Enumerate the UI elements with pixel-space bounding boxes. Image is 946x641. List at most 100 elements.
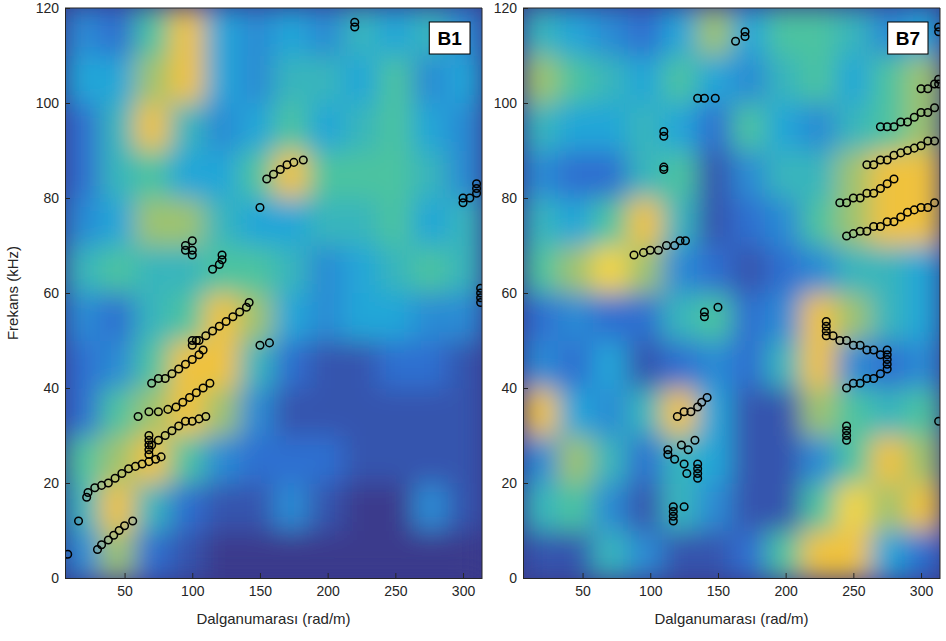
heat-cell <box>274 56 309 104</box>
heat-cell <box>593 388 628 436</box>
point <box>890 175 898 183</box>
heat-cell <box>204 388 239 436</box>
heat-cell <box>308 293 343 341</box>
heat-cell <box>766 483 801 531</box>
point <box>856 341 864 349</box>
heat-cell <box>836 8 871 56</box>
point <box>843 422 851 430</box>
tick-label: 0 <box>509 570 517 586</box>
point <box>168 427 176 435</box>
heat-cell <box>732 151 767 199</box>
heat-cell <box>169 436 204 484</box>
tick: 300 <box>452 573 476 599</box>
tick: 20 <box>501 475 528 491</box>
heat-cell <box>801 436 836 484</box>
tick-mark <box>853 573 854 578</box>
heat-cell <box>274 246 309 294</box>
heat-cell <box>836 293 871 341</box>
tick-mark <box>395 573 396 578</box>
point <box>161 375 169 383</box>
tick-label: 100 <box>639 583 663 599</box>
figure: 50100150200250300020406080100120B1Dalgan… <box>0 0 946 641</box>
heat-cell <box>732 293 767 341</box>
heat-cell <box>378 436 413 484</box>
point <box>182 242 190 250</box>
tick-mark <box>463 573 464 578</box>
heat-cell <box>308 483 343 531</box>
point <box>94 546 102 554</box>
heat-cell <box>169 246 204 294</box>
heat-cell <box>135 198 170 246</box>
plot-frame <box>523 8 940 578</box>
heat-cell <box>447 483 482 531</box>
heat-cell <box>871 341 906 389</box>
tick-label: 250 <box>384 583 408 599</box>
point <box>883 346 891 354</box>
heat-cell <box>135 483 170 531</box>
heat-cell <box>627 246 662 294</box>
point <box>155 408 163 416</box>
point <box>188 237 196 245</box>
heat-cell <box>100 246 135 294</box>
heat-cell <box>413 246 448 294</box>
heat-cell <box>65 56 100 104</box>
point <box>910 113 918 121</box>
heat-cell <box>662 56 697 104</box>
tick-label: 120 <box>36 0 60 16</box>
heat-cell <box>558 388 593 436</box>
heat-cell <box>523 388 558 436</box>
heat-cell <box>593 531 628 579</box>
heat-cell <box>662 8 697 56</box>
heat-cell <box>65 293 100 341</box>
x-axis-title: Dalganumarası (rad/m) <box>196 610 350 627</box>
point <box>863 227 871 235</box>
point <box>263 175 271 183</box>
point <box>145 408 153 416</box>
tick-mark <box>921 573 922 578</box>
heat-cell <box>308 103 343 151</box>
point <box>829 332 837 340</box>
point <box>843 384 851 392</box>
tick: 200 <box>316 573 340 599</box>
heatmap-cells <box>523 8 940 578</box>
heat-cell <box>413 56 448 104</box>
heat-cell <box>343 56 378 104</box>
heat-cell <box>169 293 204 341</box>
heat-cell <box>766 531 801 579</box>
heat-cell <box>697 56 732 104</box>
tick-label: 100 <box>181 583 205 599</box>
heat-cell <box>871 56 906 104</box>
heat-cell <box>801 388 836 436</box>
heat-cell <box>239 531 274 579</box>
point <box>195 337 203 345</box>
point <box>843 199 851 207</box>
heat-cell <box>697 388 732 436</box>
tick-mark <box>192 573 193 578</box>
heat-cell <box>378 198 413 246</box>
point <box>684 446 692 454</box>
tick-label: 40 <box>43 380 59 396</box>
heat-cell <box>697 198 732 246</box>
heat-cell <box>801 531 836 579</box>
tick-label: 200 <box>316 583 340 599</box>
point <box>466 194 474 202</box>
heat-cell <box>274 293 309 341</box>
heat-cell <box>732 198 767 246</box>
point <box>674 413 682 421</box>
heat-cell <box>905 483 940 531</box>
heat-cell <box>274 151 309 199</box>
heat-cell <box>732 341 767 389</box>
heat-cell <box>871 198 906 246</box>
heat-cell <box>801 341 836 389</box>
point <box>209 327 217 335</box>
point <box>687 408 695 416</box>
heat-cell <box>239 388 274 436</box>
heat-cell <box>593 436 628 484</box>
tick-label: 80 <box>501 190 517 206</box>
heat-cell <box>836 436 871 484</box>
heat-cell <box>378 293 413 341</box>
points <box>630 23 940 525</box>
point <box>883 180 891 188</box>
point <box>245 299 253 307</box>
tick: 250 <box>384 573 408 599</box>
